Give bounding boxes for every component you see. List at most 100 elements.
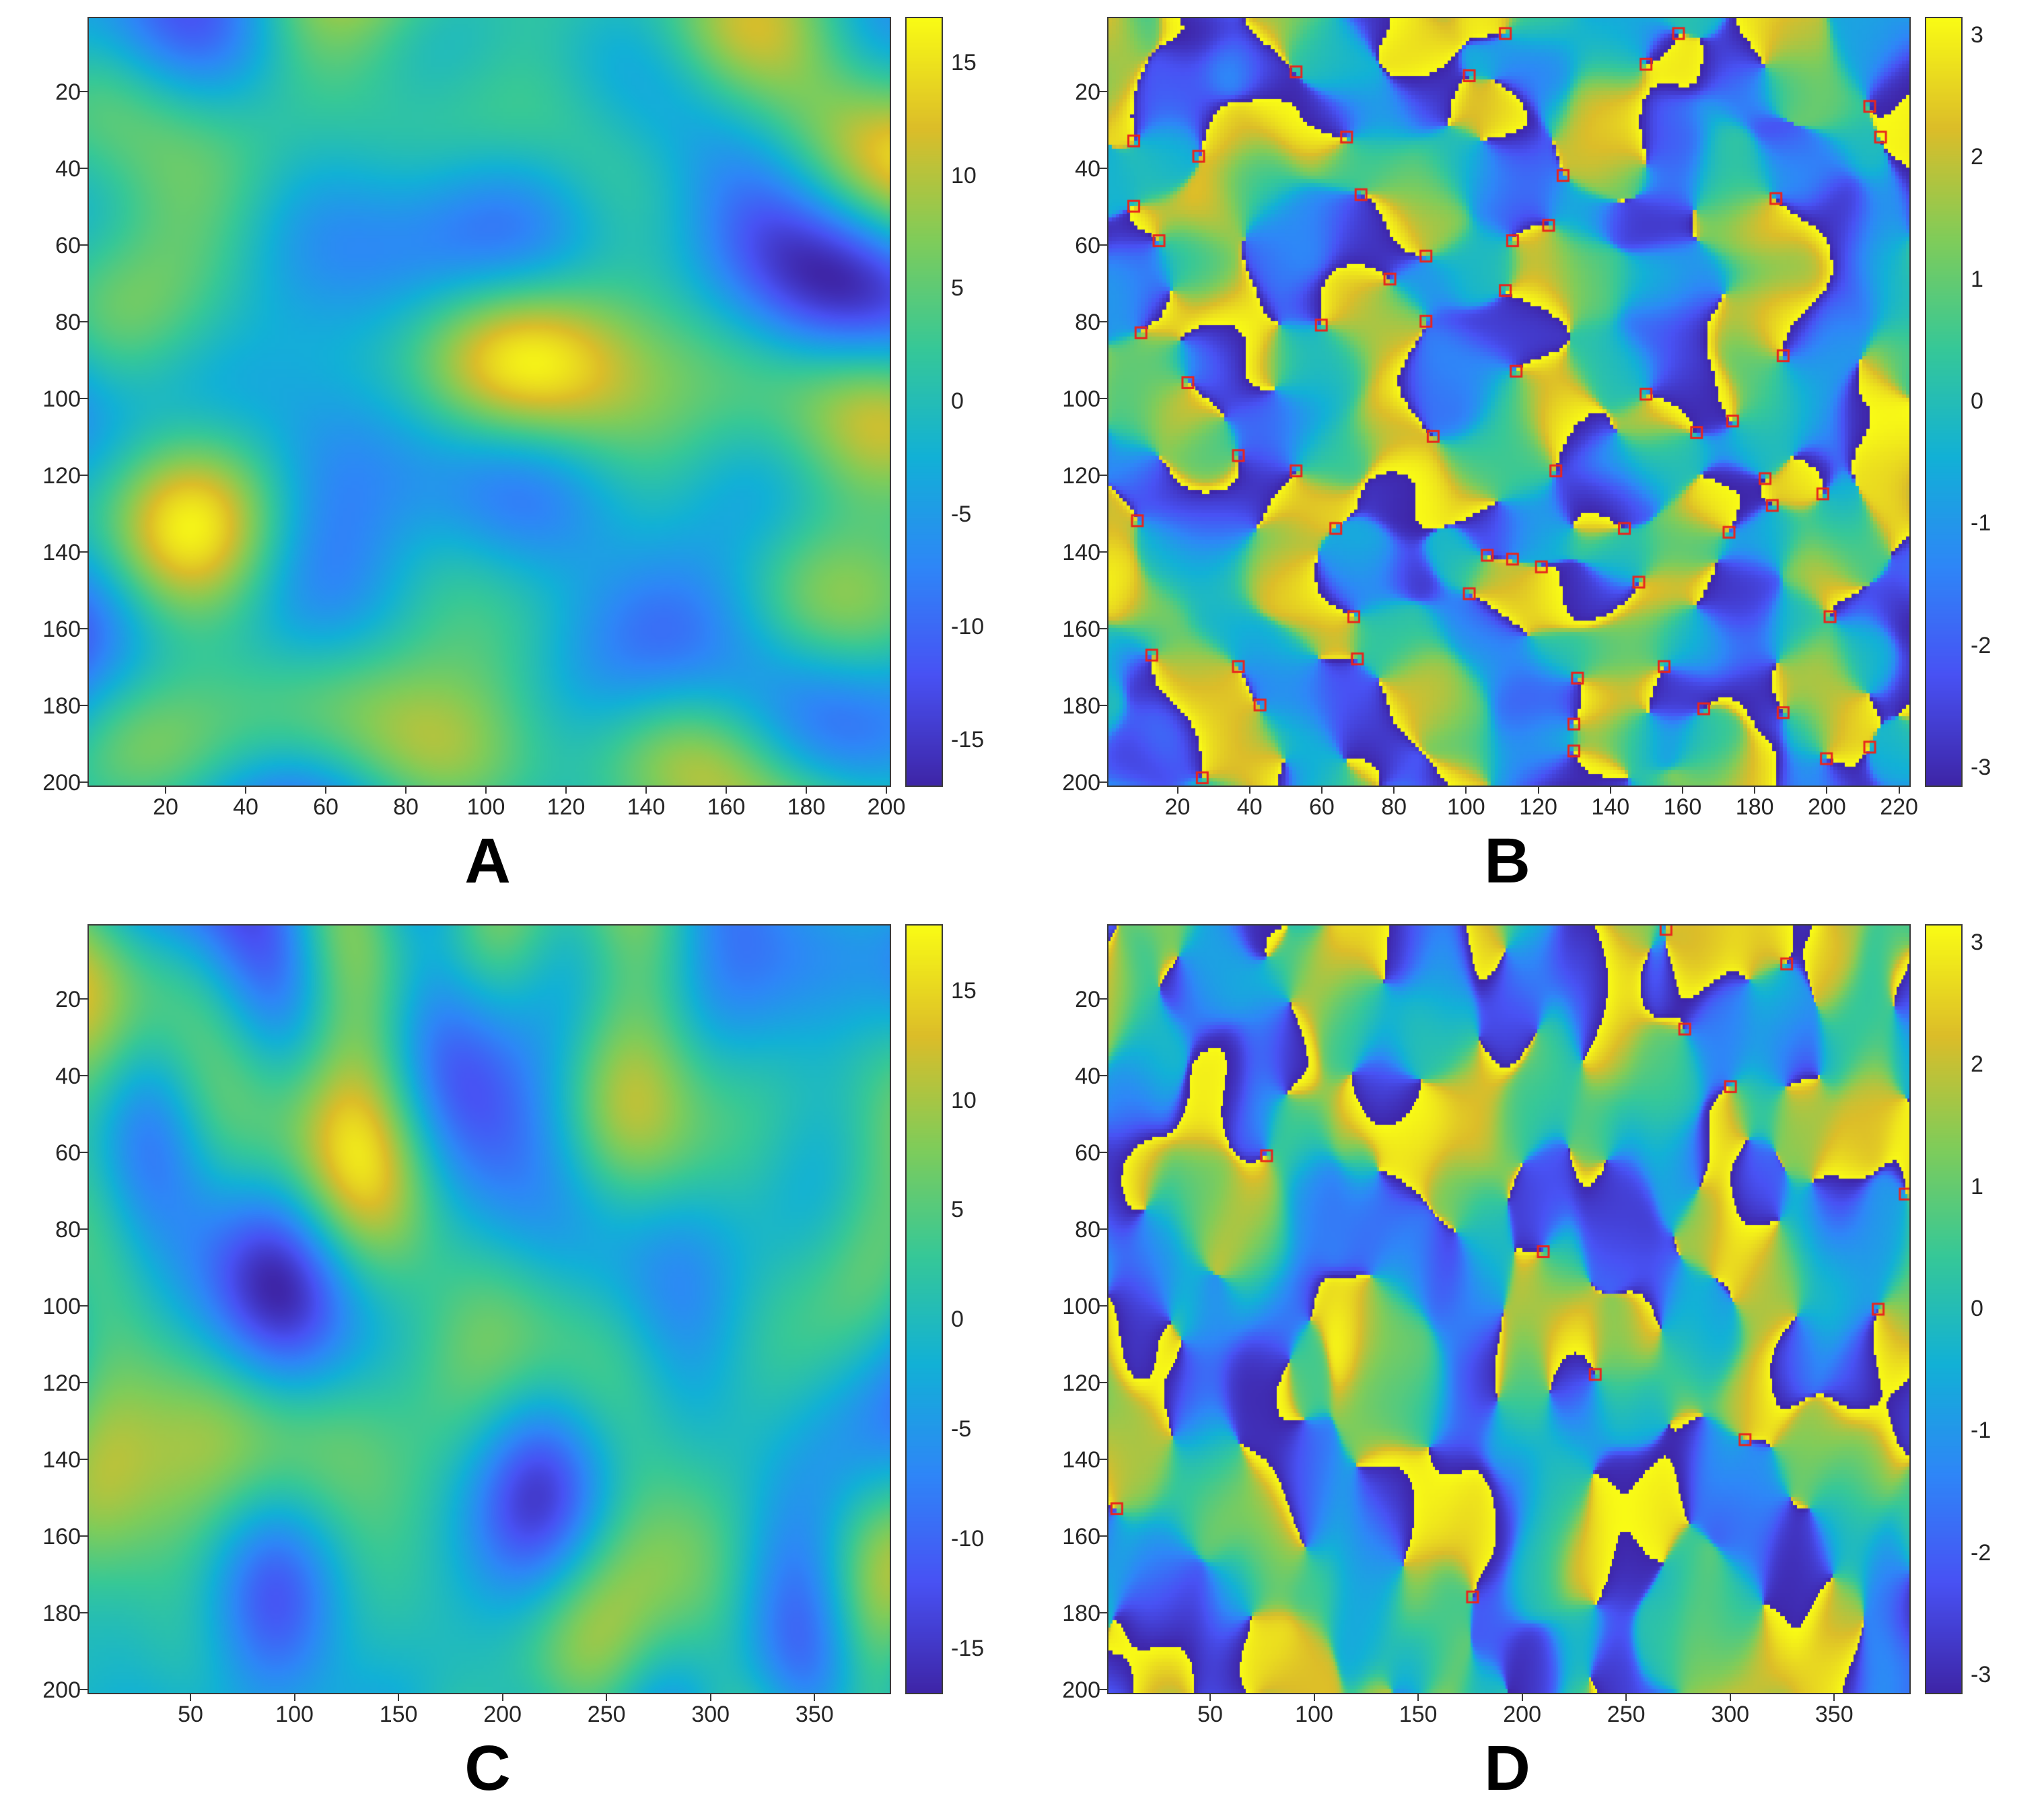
colorbar-tick-label: 10 (951, 1087, 977, 1113)
y-tick-label: 180 (42, 1601, 81, 1627)
x-tick-label: 80 (1381, 794, 1407, 820)
axis-tick-mark (606, 1693, 608, 1701)
axis-tick-mark (79, 1075, 87, 1077)
axis-tick-mark (485, 786, 487, 794)
colorbar-tick-label: -5 (951, 501, 972, 527)
colorbar-canvas-c (905, 924, 943, 1694)
y-tick-label: 60 (1075, 1140, 1100, 1167)
y-tick-label: 160 (42, 1524, 81, 1550)
axis-tick-mark (1099, 1535, 1107, 1537)
colorbar-tick-label: 5 (951, 1197, 964, 1223)
axis-tick-mark (190, 1693, 191, 1701)
x-tick-label: 180 (1735, 794, 1774, 820)
axis-tick-mark (709, 1693, 711, 1701)
phase-map-canvas-b (1107, 17, 1911, 787)
axis-tick-mark (1248, 786, 1250, 794)
axis-tick-mark (1099, 551, 1107, 553)
x-tick-label: 180 (787, 794, 826, 820)
x-tick-label: 350 (795, 1702, 834, 1727)
colorbar-tick-label: -1 (1971, 1418, 1992, 1444)
colorbar-tick-label: -10 (951, 1526, 985, 1552)
axis-tick-mark (79, 91, 87, 93)
panel-d: D 50 100 150 200 250 300 350 20 40 60 80 100 120 140 1… (1036, 914, 2039, 1809)
colorbar-tick-label: 10 (951, 162, 977, 188)
y-tick-label: 100 (42, 386, 81, 413)
x-tick-label: 200 (1503, 1702, 1541, 1727)
axis-tick-mark (814, 1693, 816, 1701)
colorbar-tick-label: -3 (1971, 755, 1992, 781)
axis-tick-mark (79, 398, 87, 400)
x-tick-label: 250 (1607, 1702, 1646, 1727)
y-tick-label: 60 (1075, 233, 1100, 259)
axis-tick-mark (79, 1612, 87, 1614)
axis-tick-mark (1898, 786, 1900, 794)
colorbar-tick-label: 15 (951, 50, 977, 76)
y-tick-label: 80 (1075, 1217, 1100, 1243)
colorbar-tick-label: -2 (1971, 632, 1992, 658)
colorbar-canvas-b (1925, 17, 1963, 787)
x-tick-label: 50 (1197, 1702, 1223, 1727)
axis-tick-mark (1320, 786, 1323, 794)
colorbar-tick-label: -2 (1971, 1539, 1992, 1566)
axis-tick-mark (1176, 786, 1178, 794)
colorbar-tick-label: -15 (951, 1635, 985, 1661)
x-tick-label: 40 (1236, 794, 1263, 820)
colorbar-tick-label: 1 (1971, 1173, 1983, 1199)
axis-tick-mark (79, 1305, 87, 1307)
axis-tick-mark (79, 998, 87, 1000)
axis-tick-mark (79, 1535, 87, 1537)
y-tick-label: 160 (1062, 1524, 1100, 1550)
colorbar-tick-label: 2 (1971, 144, 1983, 170)
axis-tick-mark (1681, 786, 1683, 794)
axis-tick-mark (398, 1693, 400, 1701)
y-tick-label: 180 (1062, 693, 1100, 720)
y-tick-label: 160 (1062, 617, 1100, 643)
y-tick-label: 80 (1075, 310, 1100, 336)
panel-a: A 20 40 60 80 100 120 140 160 180 200 20 40 60 80 100 1… (17, 7, 1020, 902)
axis-tick-mark (1826, 786, 1828, 794)
axis-tick-mark (1099, 1305, 1107, 1307)
axis-tick-mark (79, 1689, 87, 1691)
y-tick-label: 200 (1062, 1677, 1100, 1704)
x-tick-label: 150 (379, 1702, 418, 1727)
x-tick-label: 300 (691, 1702, 730, 1727)
axis-tick-mark (1833, 1693, 1835, 1701)
x-tick-label: 40 (233, 794, 258, 820)
y-tick-label: 120 (42, 1370, 81, 1397)
x-tick-label: 100 (275, 1702, 314, 1727)
axis-tick-mark (79, 781, 87, 784)
x-tick-label: 140 (1591, 794, 1630, 820)
axis-tick-mark (726, 786, 728, 794)
x-tick-label: 220 (1880, 794, 1918, 820)
panel-label-c: C (464, 1733, 512, 1804)
y-tick-label: 120 (42, 463, 81, 489)
axis-tick-mark (1729, 1693, 1731, 1701)
panel-label-d: D (1484, 1733, 1531, 1804)
x-tick-label: 20 (153, 794, 178, 820)
panel-label-a: A (464, 825, 512, 897)
colorbar-tick-label: -3 (1971, 1662, 1992, 1688)
y-tick-label: 120 (1062, 463, 1100, 489)
y-tick-label: 180 (1062, 1601, 1100, 1627)
axis-tick-mark (79, 475, 87, 477)
y-tick-label: 120 (1062, 1370, 1100, 1397)
colorbar-tick-label: 0 (951, 388, 964, 414)
axis-tick-mark (1609, 786, 1611, 794)
colorbar-tick-label: 0 (1971, 1296, 1983, 1321)
panel-label-b: B (1484, 825, 1531, 897)
x-tick-label: 100 (466, 794, 505, 820)
colorbar-tick-label: -15 (951, 726, 985, 753)
axis-tick-mark (325, 786, 327, 794)
y-tick-label: 140 (42, 540, 81, 566)
axis-tick-mark (79, 168, 87, 170)
axis-tick-mark (1209, 1693, 1211, 1701)
axis-tick-mark (1099, 1228, 1107, 1230)
x-tick-label: 120 (1519, 794, 1557, 820)
x-tick-label: 20 (1164, 794, 1191, 820)
y-tick-label: 200 (42, 770, 81, 796)
colorbar-tick-label: -10 (951, 614, 985, 640)
y-tick-label: 40 (1075, 156, 1100, 182)
y-tick-label: 200 (42, 1677, 81, 1704)
colorbar-tick-label: 0 (951, 1307, 964, 1333)
panel-b: B 20 40 60 80 100 120 140 160 180 200 220 20 40 60 80 1… (1036, 7, 2039, 902)
